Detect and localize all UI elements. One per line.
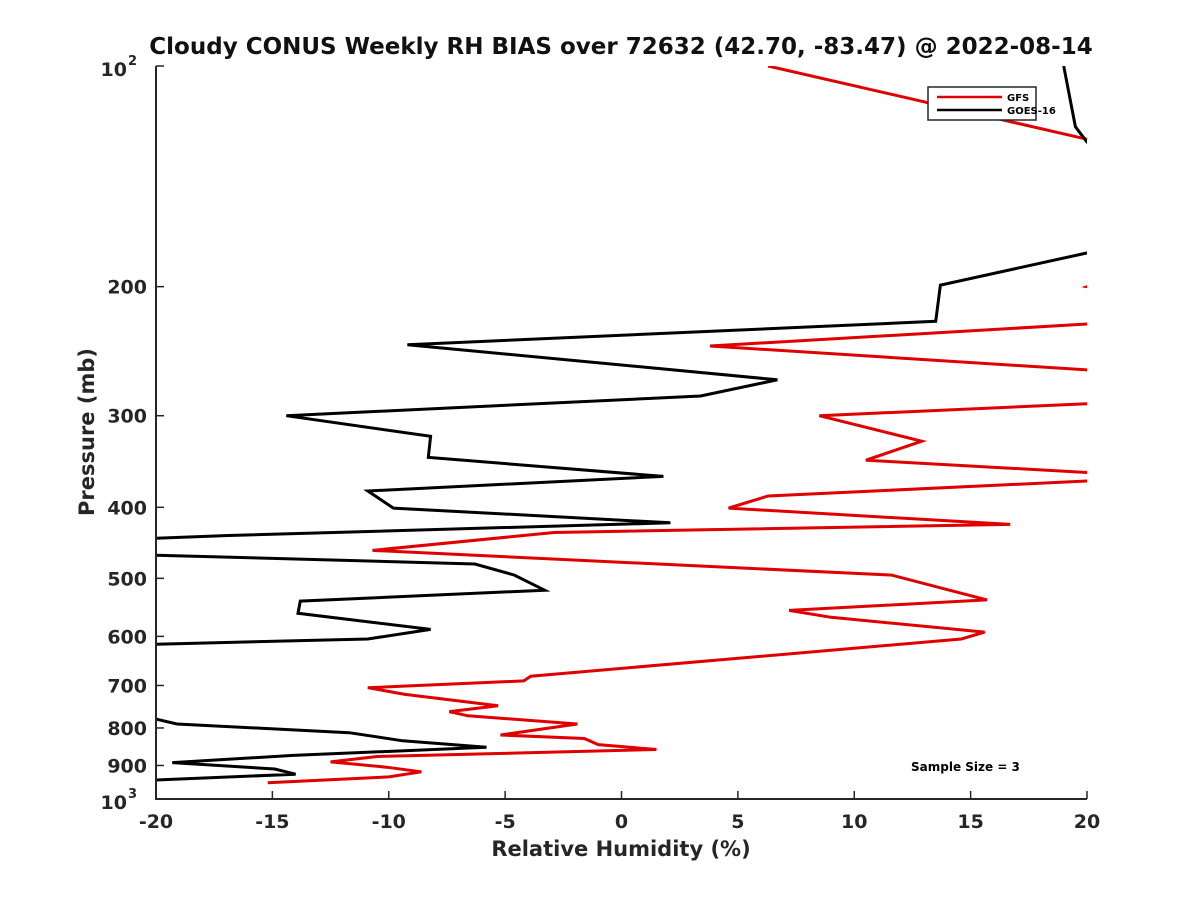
- y-tick-label: 300: [107, 406, 147, 428]
- series-line-goes16: [156, 66, 1087, 782]
- y-tick-label: 600: [107, 626, 147, 648]
- chart-title: Cloudy CONUS Weekly RH BIAS over 72632 (…: [149, 34, 1092, 60]
- y-tick-label: 10: [101, 59, 127, 81]
- x-tick-label: -10: [372, 811, 406, 833]
- y-tick-exponent: 3: [128, 787, 137, 802]
- x-axis-label: Relative Humidity (%): [491, 837, 750, 861]
- x-tick-label: 15: [957, 811, 983, 833]
- sample-size-annotation: Sample Size = 3: [911, 760, 1020, 774]
- y-tick-label: 10: [101, 792, 127, 814]
- y-tick-label: 700: [107, 675, 147, 697]
- legend-box: [927, 86, 1037, 121]
- legend: GFS GOES-16: [927, 86, 1056, 121]
- x-tick-label: -5: [495, 811, 516, 833]
- x-tick-label: 0: [615, 811, 628, 833]
- y-tick-label: 900: [107, 755, 147, 777]
- x-tick-label: -20: [139, 811, 173, 833]
- x-tick-label: -15: [255, 811, 289, 833]
- y-tick-label: 400: [107, 497, 147, 519]
- y-tick-exponent: 2: [128, 54, 137, 69]
- legend-label-gfs: GFS: [1007, 93, 1029, 104]
- y-axis-label: Pressure (mb): [75, 348, 99, 516]
- y-tick-label: 500: [107, 568, 147, 590]
- legend-label-goes16: GOES-16: [1007, 106, 1056, 117]
- x-tick-label: 5: [731, 811, 744, 833]
- x-tick-label: 20: [1074, 811, 1100, 833]
- series-layer: [156, 66, 1087, 785]
- y-tick-label: 800: [107, 718, 147, 740]
- y-tick-label: 200: [107, 277, 147, 299]
- series-line-gfs: [267, 66, 1087, 785]
- x-tick-label: 10: [841, 811, 867, 833]
